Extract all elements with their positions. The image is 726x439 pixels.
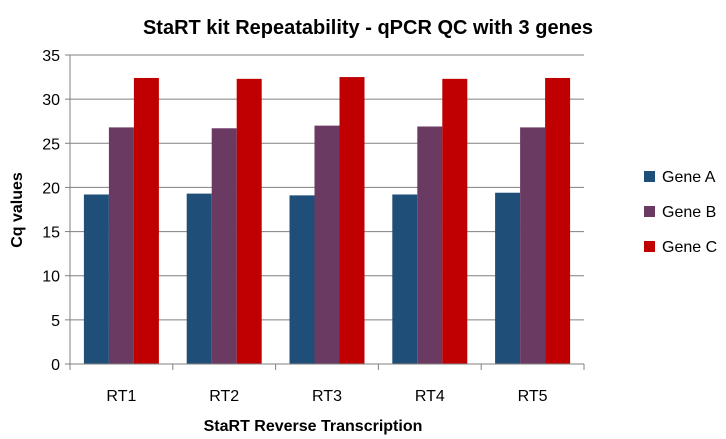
bar-gene-a-rt5: [495, 192, 521, 364]
chart-title: StaRT kit Repeatability - qPCR QC with 3…: [143, 17, 593, 39]
x-tick-label: RT1: [106, 388, 136, 405]
y-tick-labels: 0 5 10 15 20 25 30 35: [42, 48, 60, 374]
legend-label: Gene C: [662, 239, 717, 256]
x-tick-label: RT5: [518, 388, 548, 405]
bars: [83, 77, 571, 365]
bar-gene-b-rt4: [417, 126, 443, 364]
y-tick-label: 35: [42, 48, 60, 65]
y-tick-label: 25: [42, 136, 60, 153]
y-tick-label: 20: [42, 180, 60, 197]
bar-gene-b-rt1: [108, 127, 134, 364]
x-tick-labels: RT1 RT2 RT3 RT4 RT5: [106, 388, 547, 405]
axes: [69, 55, 585, 370]
y-tick-label: 0: [51, 357, 60, 374]
bar-gene-a-rt3: [289, 195, 315, 364]
bar-gene-c-rt5: [545, 77, 571, 364]
bar-gene-c-rt1: [133, 77, 159, 364]
bar-gene-a-rt2: [186, 193, 212, 364]
bar-gene-c-rt4: [442, 78, 468, 364]
legend-label: Gene A: [662, 169, 716, 186]
y-tick-label: 10: [42, 269, 60, 286]
legend-swatch-gene-a: [644, 171, 655, 182]
y-axis-label: Cq values: [9, 172, 26, 248]
y-tick-label: 15: [42, 225, 60, 242]
bar-gene-a-rt1: [83, 194, 109, 364]
legend-label: Gene B: [662, 204, 716, 221]
y-tick-label: 5: [51, 313, 60, 330]
x-tick-label: RT4: [415, 388, 445, 405]
bar-gene-c-rt2: [236, 78, 262, 364]
bar-gene-b-rt3: [314, 125, 340, 364]
y-tick-label: 30: [42, 92, 60, 109]
legend-swatch-gene-c: [644, 241, 655, 252]
legend: Gene A Gene B Gene C: [644, 169, 717, 256]
bar-gene-a-rt4: [392, 194, 418, 364]
x-tick-label: RT3: [312, 388, 342, 405]
x-axis-label: StaRT Reverse Transcription: [204, 418, 423, 435]
x-tick-label: RT2: [209, 388, 239, 405]
bar-gene-b-rt2: [211, 128, 237, 364]
legend-swatch-gene-b: [644, 206, 655, 217]
bar-gene-b-rt5: [520, 127, 546, 364]
bar-gene-c-rt3: [339, 77, 365, 365]
